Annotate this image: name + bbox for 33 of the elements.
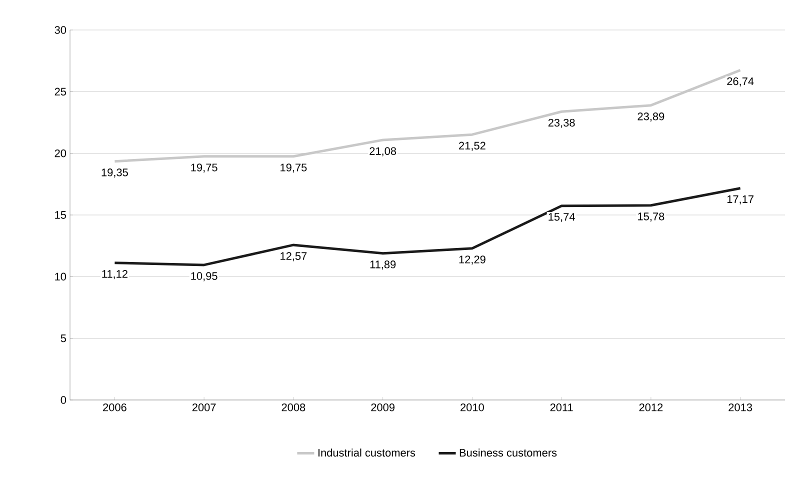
data-label: 12,29 (459, 256, 486, 265)
data-label: 21,08 (370, 147, 396, 156)
x-tick-label: 2009 (371, 404, 394, 412)
x-tick-label: 2012 (639, 404, 663, 412)
data-label: 19,35 (102, 168, 128, 178)
x-tick-label: 2011 (550, 404, 573, 412)
x-tick-label: 2006 (103, 404, 126, 412)
y-tick-label: 10 (55, 272, 66, 281)
data-label: 23,38 (548, 118, 575, 128)
data-label: 15,78 (638, 212, 664, 222)
data-label: 11,12 (102, 270, 128, 280)
legend-label: Business customers (460, 448, 557, 457)
data-label: 12,57 (280, 252, 307, 262)
x-tick-label: 2007 (192, 404, 216, 412)
x-tick-label: 2010 (460, 404, 484, 412)
data-label: 10,95 (191, 272, 218, 282)
data-label: 11,89 (370, 260, 396, 270)
data-label: 19,75 (191, 164, 218, 173)
legend-label: Industrial customers (318, 448, 416, 457)
data-label: 15,74 (548, 213, 575, 222)
y-tick-label: 20 (54, 149, 66, 158)
x-tick-label: 2008 (282, 404, 306, 412)
data-label: 19,75 (280, 164, 307, 173)
data-label: 17,17 (727, 195, 754, 204)
data-label: 21,52 (459, 142, 486, 151)
y-tick-label: 15 (55, 211, 66, 219)
y-tick-label: 5 (60, 334, 66, 342)
y-tick-label: 30 (54, 26, 66, 34)
data-label: 23,89 (638, 112, 664, 122)
data-label: 26,74 (727, 77, 754, 86)
x-tick-label: 2013 (728, 404, 752, 412)
y-tick-label: 0 (60, 396, 66, 404)
y-tick-label: 25 (54, 88, 66, 96)
